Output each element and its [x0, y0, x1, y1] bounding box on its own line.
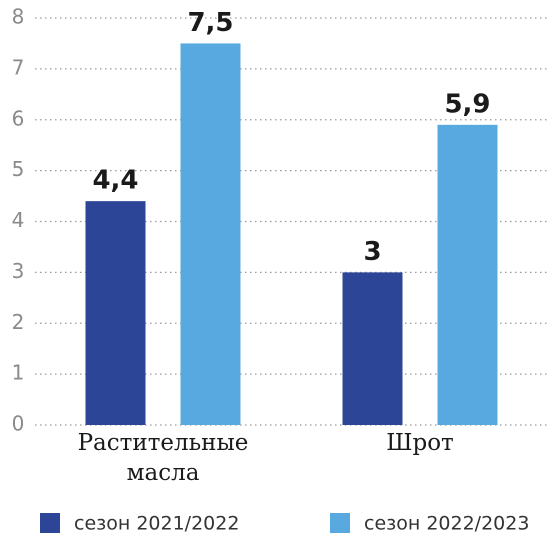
bar	[180, 43, 241, 425]
bar	[85, 201, 146, 425]
legend-swatch	[330, 513, 350, 533]
y-tick-label: 6	[12, 106, 25, 130]
y-tick-label: 0	[12, 412, 25, 436]
legend-label: сезон 2022/2023	[364, 513, 529, 535]
y-tick-label: 5	[12, 157, 25, 181]
y-tick-label: 1	[12, 361, 25, 385]
y-tick-label: 3	[12, 259, 25, 283]
x-tick-label: Шрот	[386, 430, 454, 456]
y-tick-label: 8	[12, 5, 25, 29]
value-label: 4,4	[92, 166, 138, 196]
legend-label: сезон 2021/2022	[74, 513, 239, 535]
value-label: 5,9	[444, 89, 490, 119]
value-label: 7,5	[187, 8, 233, 38]
y-tick-label: 2	[12, 310, 25, 334]
x-tick-label: Растительные масла	[77, 430, 249, 486]
y-tick-label: 4	[12, 208, 25, 232]
value-label: 3	[363, 237, 381, 267]
bar	[342, 272, 403, 425]
legend-swatch	[40, 513, 60, 533]
bar	[437, 124, 498, 426]
y-tick-label: 7	[12, 55, 25, 79]
